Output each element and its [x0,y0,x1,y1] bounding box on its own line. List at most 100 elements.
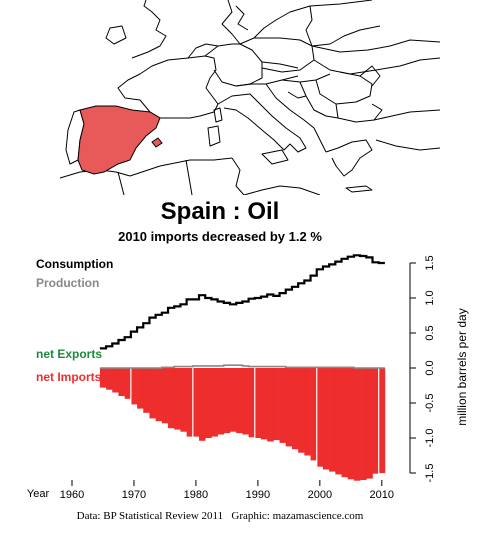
production-line [99,364,385,369]
net-imports-bar [372,368,380,474]
map-border-corsica [213,107,223,123]
net-imports-bar [192,368,200,437]
legend-net-exports: net Exports [36,347,102,361]
net-imports-bar [341,368,349,478]
x-axis: Year 1960 1970 1980 1990 2000 2010 [27,480,394,501]
map-border-belarus [311,39,440,53]
map-border-britain [131,0,167,59]
map-border-libya [243,185,321,195]
map-border-serbia [299,81,339,119]
net-imports-bar [99,368,107,388]
map-border-africa-divide [117,171,125,195]
map-border-algeria [129,157,233,177]
net-imports-bar [329,368,336,472]
net-imports-bar [199,368,206,441]
net-imports-bar [335,368,342,475]
y-tick-label: -1.5 [424,464,436,483]
map-border-benelux [187,43,219,59]
map-border-tunisia [231,157,245,195]
legend-net-imports: net Imports [36,370,102,384]
net-imports-bar [298,368,305,453]
x-tick-label: 2010 [370,489,394,501]
net-imports-bar [137,368,144,409]
map-border-bosnia [287,91,307,99]
y-tick-label: 0.5 [424,325,436,340]
map-border-turkey-south [375,139,440,151]
x-tick-label: 1960 [60,489,84,501]
net-imports-bar [106,368,113,390]
map-border-czech [261,61,299,69]
net-imports-bar [186,368,194,437]
net-imports-bar [124,368,132,399]
net-imports-bar [267,368,274,442]
map-border-turkey [373,109,440,121]
map-spain [77,105,161,175]
x-tick-label: 1990 [246,489,270,501]
map-border-africa-divide-2 [185,159,193,195]
net-imports-bar [347,368,355,480]
map-border-denmark [235,5,249,31]
net-imports-bar [366,368,373,479]
map-border-baltics [305,5,381,47]
net-imports-bar [112,368,119,393]
map-border-bulgaria [335,103,383,123]
map-border-croatia [265,83,315,129]
net-imports-bar [174,368,181,430]
legend-production: Production [36,276,99,290]
net-imports-bar [248,368,256,438]
net-imports-bar [378,368,386,473]
net-imports-bar [254,368,262,438]
net-imports-bar [161,368,169,424]
net-imports-bar [322,368,330,470]
net-imports-bar [353,368,361,481]
net-imports-bar [230,368,237,432]
source-data: Data: BP Statistical Review 2011 [76,510,224,522]
consumption-line [99,254,385,350]
net-imports-bar [118,368,125,396]
map-border-romania [315,71,373,105]
x-tick-label: 2000 [308,489,332,501]
y-tick-label: 0.0 [424,360,436,375]
net-imports-bar [279,368,287,443]
net-imports-bar [304,368,311,456]
map-border-ukraine [313,57,440,75]
net-imports-bar [273,368,280,441]
net-imports-bar [242,368,249,435]
map-border-poland [254,37,315,73]
legend: Consumption Production net Exports net I… [36,257,113,384]
x-axis-label: Year [27,488,50,500]
net-imports-bar [316,368,324,467]
map-border-crete [345,185,373,193]
net-imports-bar [260,368,268,440]
net-imports-bar [211,368,218,437]
chart-subtitle: 2010 imports decreased by 1.2 % [118,229,322,244]
map-border-ireland [105,25,127,45]
net-imports-bar [217,368,225,435]
map-border-italy [217,93,307,153]
y-axis-label: million barrels per day [455,308,469,425]
net-imports-bar [285,368,293,447]
net-imports-bar [205,368,212,438]
net-imports-bar [149,368,156,419]
map-border-north [221,0,373,45]
energy-chart: 1.5 1.0 0.5 0.0 -0.5 -1.0 -1.5 Year 1960 1970 198… [27,254,469,501]
map-border-moldova [359,65,381,87]
net-imports-bar [143,368,150,413]
legend-consumption: Consumption [36,257,113,271]
map-border-sardinia [207,125,221,147]
map-border-albania [313,127,327,153]
y-tick-label: -0.5 [424,394,436,413]
y-tick-label: 1.0 [424,290,436,305]
net-imports-area [99,368,386,487]
net-imports-bar [360,368,367,480]
map-border-hungary [281,73,331,83]
y-tick-label: -1.0 [424,429,436,448]
map-border-france [117,55,219,119]
europe-map [59,0,440,195]
map-border-sicily [261,149,289,165]
net-imports-bar [291,368,299,450]
net-imports-bar [180,368,187,432]
net-imports-bar [223,368,231,434]
net-imports-bar [130,368,138,405]
